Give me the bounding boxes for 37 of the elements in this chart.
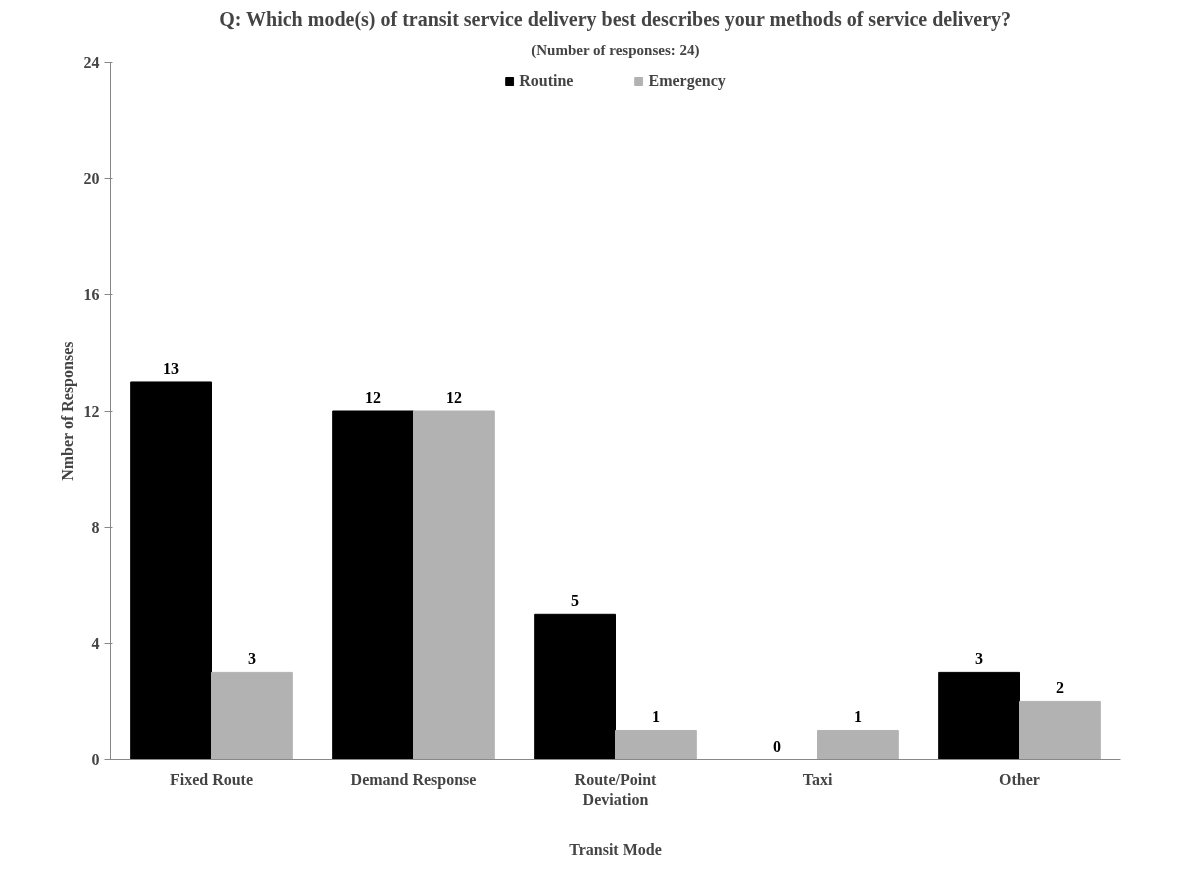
x-tick-label: Taxi	[802, 770, 833, 788]
chart-subtitle: (Number of responses: 24)	[531, 41, 700, 59]
bar	[534, 613, 616, 760]
data-label: 3	[975, 650, 984, 668]
data-label: 12	[445, 389, 462, 406]
legend-label: Emergency	[648, 72, 726, 90]
y-tick-label: 8	[91, 518, 100, 536]
bar	[1019, 700, 1101, 760]
y-tick-label: 16	[83, 286, 100, 304]
data-label: 1	[853, 708, 862, 726]
bar	[332, 410, 414, 760]
bar	[615, 729, 697, 760]
data-label: 13	[163, 359, 180, 377]
x-tick-label: Other	[999, 770, 1040, 788]
x-tick-label: Fixed Route	[169, 770, 254, 788]
y-axis-title: Nmber of Responses	[58, 341, 77, 481]
y-tick-label: 20	[83, 170, 100, 188]
y-tick-label: 12	[83, 402, 100, 420]
y-tick-label: 0	[91, 751, 100, 768]
data-label: 1	[651, 708, 660, 726]
x-tick-label: Route/Point Deviation	[574, 770, 658, 808]
y-tick-label: 24	[83, 54, 100, 71]
x-axis-title: Transit Mode	[569, 840, 662, 858]
bar	[130, 381, 212, 760]
data-label: 2	[1055, 679, 1064, 697]
data-label: 12	[365, 389, 382, 406]
data-label: 0	[773, 737, 782, 755]
data-label: 3	[247, 650, 256, 668]
data-label: 5	[571, 592, 580, 610]
chart-title: Q: Which mode(s) of transit service delivery best describes your methods of service delivery?	[219, 7, 1012, 31]
y-tick-label: 4	[91, 634, 100, 652]
bar	[817, 729, 899, 760]
bar	[938, 671, 1020, 760]
bar	[211, 671, 293, 760]
legend-label: Routine	[519, 72, 574, 90]
bar	[413, 410, 495, 760]
x-tick-label: Demand Response	[350, 770, 477, 789]
